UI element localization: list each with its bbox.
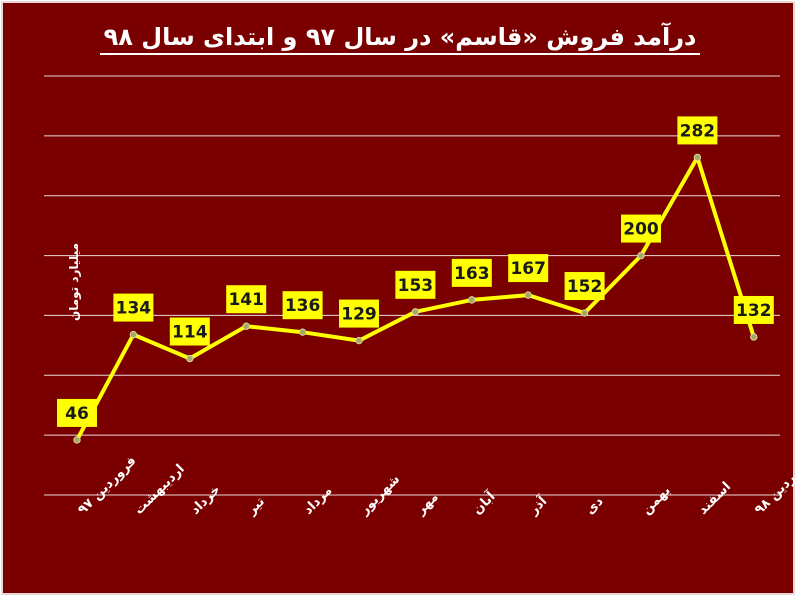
- data-point: [298, 328, 307, 336]
- data-label-box: [113, 293, 154, 322]
- data-label-box: [282, 291, 323, 320]
- data-label: 141: [228, 290, 264, 310]
- data-point: [468, 296, 476, 304]
- data-label: 46: [65, 404, 89, 424]
- x-tick-label: فروردین ۹۷: [75, 454, 139, 518]
- data-label: 163: [454, 264, 490, 284]
- data-point: [242, 322, 250, 330]
- x-tick-label: خرداد: [188, 482, 224, 518]
- x-tick-label: مهر: [413, 490, 442, 519]
- data-point: [186, 354, 194, 363]
- data-label: 134: [116, 299, 152, 319]
- chart-title-text: درآمد فروش «قاسم» در سال ۹۷ و ابتدای سال…: [99, 22, 701, 55]
- data-label: 200: [623, 220, 659, 240]
- data-point: [580, 309, 589, 317]
- data-point: [750, 333, 758, 341]
- x-tick-label: تیر: [244, 494, 268, 518]
- data-label-box: [395, 270, 436, 299]
- data-label-box: [621, 214, 661, 243]
- x-tick-label: بهمن: [639, 483, 674, 518]
- data-label-box: [339, 299, 379, 328]
- x-tick-label: اسفند: [696, 479, 734, 517]
- data-label-box: [57, 398, 97, 427]
- data-label: 114: [172, 323, 208, 343]
- data-label-box: [677, 116, 718, 145]
- data-label: 153: [398, 276, 434, 296]
- data-point: [355, 336, 363, 345]
- data-label: 136: [285, 296, 321, 316]
- data-label: 152: [567, 277, 603, 297]
- x-tick-label: مرداد: [301, 483, 336, 518]
- chart-title: درآمد فروش «قاسم» در سال ۹۷ و ابتدای سال…: [0, 22, 800, 55]
- data-label: 167: [510, 259, 546, 279]
- x-tick-label: اردیبهشت: [132, 462, 188, 518]
- data-label-box: [169, 317, 210, 346]
- data-point: [73, 436, 81, 444]
- x-tick-label: فروردین ۹۸: [752, 454, 800, 518]
- data-label: 282: [680, 121, 716, 141]
- data-label-box: [733, 295, 774, 324]
- data-point: [637, 251, 645, 260]
- data-label-box: [508, 254, 549, 283]
- data-label-box: [564, 272, 605, 301]
- data-label-box: [226, 285, 267, 314]
- data-label: 129: [341, 305, 377, 325]
- data-point: [524, 291, 532, 299]
- x-tick-label: آذر: [524, 492, 550, 518]
- x-tick-label: آبان: [469, 488, 499, 518]
- data-point: [411, 308, 420, 316]
- data-label-box: [451, 258, 492, 287]
- data-point: [129, 330, 138, 339]
- data-point: [693, 153, 702, 162]
- data-label: 132: [736, 301, 772, 321]
- x-tick-label: دی: [583, 494, 607, 518]
